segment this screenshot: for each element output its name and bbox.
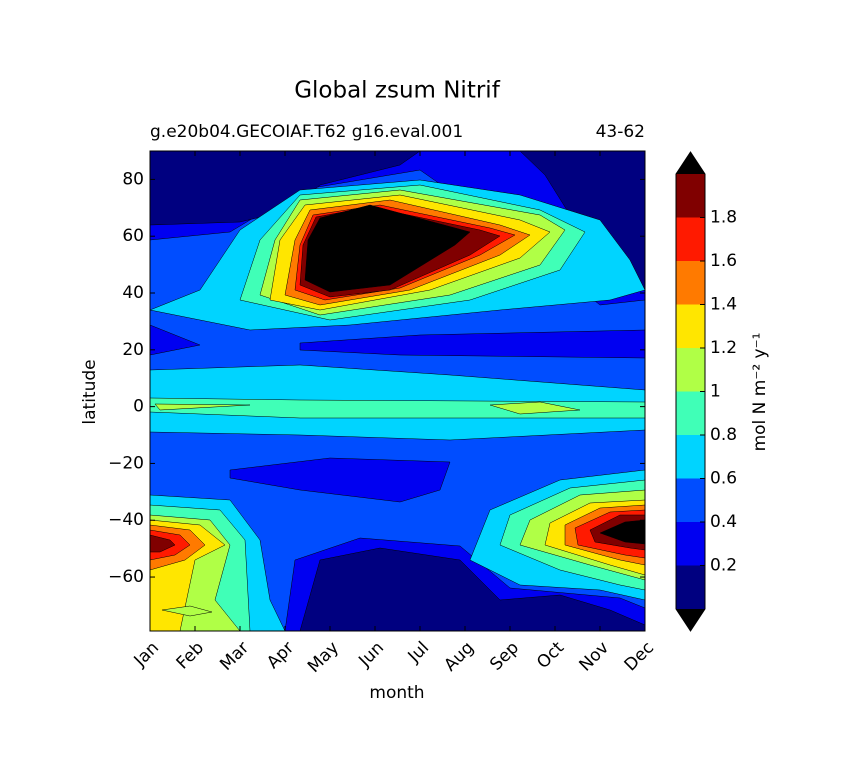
y-tick-label: 0	[133, 397, 144, 417]
colorbar-tick-label: 0.8	[710, 425, 737, 445]
colorbar-band	[676, 391, 705, 435]
contour-region	[299, 547, 645, 631]
y-tick-label: 40	[122, 283, 144, 303]
colorbar-band	[676, 522, 705, 566]
colorbar-extend-under	[676, 609, 705, 631]
y-tick-label: −60	[108, 567, 144, 587]
contour-region	[599, 519, 645, 545]
colorbar-band	[676, 174, 705, 218]
colorbar-band	[676, 304, 705, 348]
y-tick-label: 20	[122, 340, 144, 360]
colorbar-band	[676, 565, 705, 609]
colorbar-band	[676, 217, 705, 261]
colorbar-band	[676, 261, 705, 305]
colorbar-tick-label: 1.6	[710, 251, 737, 271]
contour-region	[150, 534, 176, 553]
subtitle-right: 43-62	[596, 122, 645, 142]
plot-frame	[149, 150, 646, 632]
contour-region	[154, 403, 251, 411]
colorbar-band	[676, 348, 705, 392]
colorbar-tick-label: 1.4	[710, 295, 737, 315]
colorbar-band	[676, 435, 705, 479]
colorbar-tick-label: 0.2	[710, 556, 737, 576]
y-tick-label: −20	[108, 453, 144, 473]
colorbar-band	[676, 478, 705, 522]
colorbar-extend-over	[676, 152, 705, 174]
contour-region	[489, 401, 581, 415]
y-axis-label: latitude	[80, 359, 100, 424]
contour-region	[299, 329, 645, 359]
colorbar-label: mol N m⁻² y⁻¹	[750, 333, 770, 452]
contour-region	[229, 457, 451, 503]
colorbar-tick-label: 1	[710, 382, 721, 402]
contour-field	[150, 151, 645, 631]
contour-region	[304, 204, 471, 293]
colorbar-tick-label: 0.4	[710, 512, 737, 532]
colorbar-tick-label: 1.2	[710, 338, 737, 358]
colorbar-tick-label: 1.8	[710, 208, 737, 228]
contour-region	[161, 605, 213, 617]
y-tick-label: 80	[122, 169, 144, 189]
y-tick-label: −40	[108, 510, 144, 530]
colorbar-tick-label: 0.6	[710, 469, 737, 489]
x-axis-label: month	[369, 683, 424, 703]
contour-region	[150, 324, 201, 356]
subtitle-left: g.e20b04.GECOIAF.T62 g16.eval.001	[150, 122, 463, 142]
y-tick-label: 60	[122, 226, 144, 246]
colorbar-frame	[675, 151, 706, 632]
chart-title: Global zsum Nitrif	[294, 78, 500, 104]
